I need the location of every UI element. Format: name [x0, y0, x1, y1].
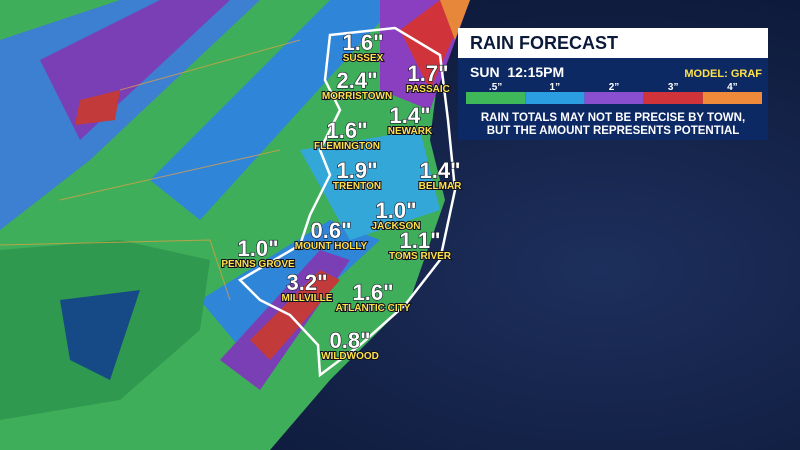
- legend-swatch: [702, 92, 762, 104]
- town-name: MORRISTOWN: [322, 91, 392, 102]
- town-name: JACKSON: [372, 221, 421, 232]
- rain-total: 2.4": [336, 68, 377, 93]
- rain-total: 1.4": [389, 103, 430, 128]
- legend-label: 4”: [727, 82, 738, 93]
- rain-total: 1.6": [352, 280, 393, 305]
- rain-total: 1.1": [399, 228, 440, 253]
- rain-total: 1.0": [237, 236, 278, 261]
- town-name: MILLVILLE: [282, 293, 333, 304]
- legend-swatch: [525, 92, 585, 104]
- town-name: PASSAIC: [406, 84, 450, 95]
- town-name: PENNS GROVE: [221, 259, 295, 270]
- town-name: FLEMINGTON: [314, 141, 380, 152]
- town-name: NEWARK: [388, 126, 433, 137]
- town-name: TRENTON: [333, 181, 381, 192]
- legend-label: 2”: [609, 82, 620, 93]
- legend-label: 1”: [550, 82, 561, 93]
- roads: [0, 39, 301, 301]
- title-bar: [458, 28, 768, 58]
- panel-title: RAIN FORECAST: [470, 33, 618, 53]
- rain-total: 1.0": [375, 198, 416, 223]
- rain-total: 1.7": [407, 61, 448, 86]
- rain-total: 1.6": [326, 118, 367, 143]
- rain-total: 1.9": [336, 158, 377, 183]
- town-name: SUSSEX: [343, 53, 384, 64]
- town-name: ATLANTIC CITY: [336, 303, 411, 314]
- rain-total: 1.4": [419, 158, 460, 183]
- town-name: BELMAR: [419, 181, 463, 192]
- panel-model: MODEL: GRAF: [684, 68, 762, 80]
- legend-swatch: [584, 92, 644, 104]
- disclaimer-line: BUT THE AMOUNT REPRESENTS POTENTIAL: [487, 125, 740, 137]
- rain-total: 0.6": [310, 218, 351, 243]
- disclaimer-line: RAIN TOTALS MAY NOT BE PRECISE BY TOWN,: [481, 112, 745, 124]
- legend-label: 3”: [668, 82, 679, 93]
- legend-label: .5”: [489, 82, 502, 93]
- town-name: TOMS RIVER: [389, 251, 452, 262]
- town-name: WILDWOOD: [321, 351, 379, 362]
- legend-swatch: [643, 92, 703, 104]
- state-outline: [237, 26, 457, 378]
- land-radar: [0, 0, 470, 450]
- rain-total: 0.8": [329, 328, 370, 353]
- rain-total: 3.2": [286, 270, 327, 295]
- legend-swatch: [466, 92, 526, 104]
- rain-total: 1.6": [342, 30, 383, 55]
- panel-time: SUN 12:15PM: [470, 64, 564, 80]
- town-name: MOUNT HOLLY: [295, 241, 368, 252]
